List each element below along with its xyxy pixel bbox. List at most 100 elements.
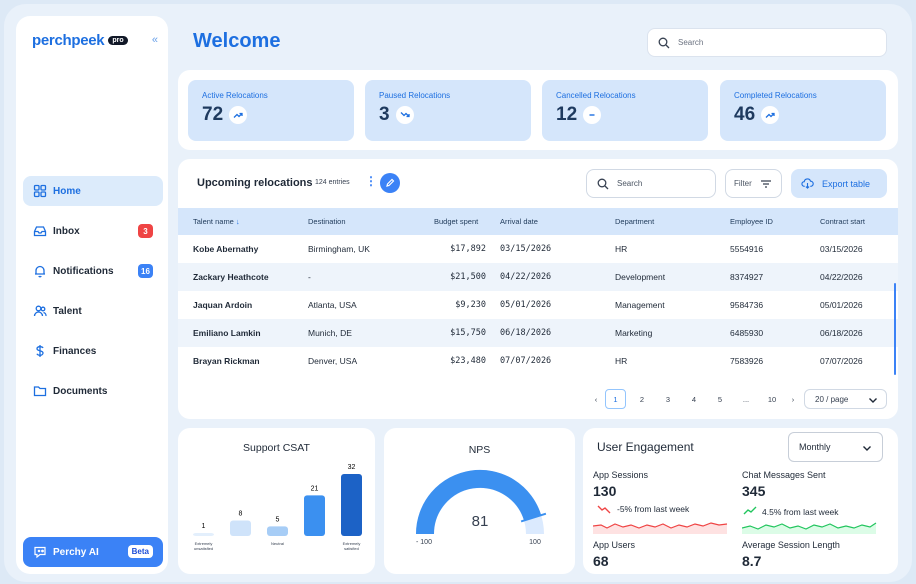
global-search-input[interactable]: Search bbox=[647, 28, 887, 57]
sidebar-item-talent[interactable]: Talent bbox=[23, 296, 163, 326]
page-ellipsis: ... bbox=[742, 394, 750, 404]
brand-name: perchpeek bbox=[32, 32, 105, 49]
column-header-budget-spent[interactable]: Budget spent bbox=[434, 217, 479, 226]
sort-desc-icon: ↓ bbox=[235, 217, 240, 226]
stat-card-completed[interactable]: Completed Relocations 46 bbox=[720, 80, 886, 141]
cell-contract-start: 04/22/2026 bbox=[820, 272, 863, 282]
period-select[interactable]: Monthly bbox=[788, 432, 883, 462]
csat-bar[interactable] bbox=[341, 474, 362, 536]
table-row[interactable]: Jaquan Ardoin Atlanta, USA $9,230 05/01/… bbox=[178, 291, 898, 319]
cell-talent-name: Emiliano Lamkin bbox=[193, 328, 261, 338]
sidebar-item-notifications[interactable]: Notifications 16 bbox=[23, 256, 163, 286]
cell-employee-id: 7583926 bbox=[730, 356, 764, 366]
trend-down-icon bbox=[597, 505, 611, 514]
column-header-department[interactable]: Department bbox=[615, 217, 655, 226]
sidebar: perchpeek pro « Home Inbox 3 Notificatio… bbox=[16, 16, 168, 574]
trend-up-icon bbox=[229, 106, 248, 124]
table-row[interactable]: Zackary Heathcote - $21,500 04/22/2026 D… bbox=[178, 263, 898, 291]
brand-logo[interactable]: perchpeek pro bbox=[32, 32, 128, 49]
notifications-count-badge: 16 bbox=[138, 264, 153, 278]
global-search-placeholder: Search bbox=[678, 38, 704, 47]
table-search-input[interactable]: Search bbox=[586, 169, 716, 198]
table-entry-count: 124 entries bbox=[315, 179, 350, 186]
csat-bar[interactable] bbox=[267, 526, 288, 536]
table-row[interactable]: Emiliano Lamkin Munich, DE $15,750 06/18… bbox=[178, 319, 898, 347]
stat-card-paused[interactable]: Paused Relocations 3 bbox=[365, 80, 531, 141]
csat-bar-value-label: 5 bbox=[276, 516, 280, 523]
page-button-1[interactable]: 1 bbox=[605, 389, 626, 409]
collapse-sidebar-icon[interactable]: « bbox=[151, 34, 158, 46]
column-header-destination[interactable]: Destination bbox=[308, 217, 346, 226]
csat-bar[interactable] bbox=[230, 520, 251, 537]
trend-down-icon bbox=[395, 106, 414, 124]
export-label: Export table bbox=[822, 178, 871, 189]
more-options-icon[interactable]: ⋮ bbox=[365, 174, 377, 188]
ai-assistant-icon bbox=[34, 546, 46, 559]
cell-employee-id: 5554916 bbox=[730, 244, 764, 254]
cell-arrival-date: 06/18/2026 bbox=[500, 328, 552, 338]
cloud-download-icon bbox=[801, 178, 814, 189]
chat-messages-sparkline bbox=[742, 522, 877, 534]
cell-destination: - bbox=[308, 272, 311, 282]
cell-budget-spent: $21,500 bbox=[450, 272, 486, 282]
csat-category-label: satisfied bbox=[344, 546, 359, 551]
cell-department: HR bbox=[615, 356, 628, 366]
cell-budget-spent: $15,750 bbox=[450, 328, 486, 338]
csat-bar-value-label: 8 bbox=[239, 511, 243, 518]
table-row[interactable]: Brayan Rickman Denver, USA $23,480 07/07… bbox=[178, 347, 898, 375]
edit-table-button[interactable] bbox=[380, 173, 400, 193]
page-button-5[interactable]: 5 bbox=[717, 394, 723, 404]
cell-arrival-date: 03/15/2026 bbox=[500, 244, 552, 254]
filter-button[interactable]: Filter bbox=[725, 169, 782, 198]
cell-destination: Birmingham, UK bbox=[308, 244, 370, 254]
csat-bar[interactable] bbox=[304, 495, 325, 536]
page-button-4[interactable]: 4 bbox=[691, 394, 697, 404]
sidebar-item-finances[interactable]: Finances bbox=[23, 336, 163, 366]
filter-icon bbox=[760, 179, 771, 188]
csat-bar-value-label: 21 bbox=[311, 485, 319, 492]
column-header-arrival-date[interactable]: Arrival date bbox=[500, 217, 538, 226]
cell-talent-name: Zackary Heathcote bbox=[193, 272, 269, 282]
cell-arrival-date: 04/22/2026 bbox=[500, 272, 552, 282]
stat-card-active[interactable]: Active Relocations 72 bbox=[188, 80, 354, 141]
export-table-button[interactable]: Export table bbox=[791, 169, 887, 198]
table-row[interactable]: Kobe Abernathy Birmingham, UK $17,892 03… bbox=[178, 235, 898, 263]
page-button-10[interactable]: 10 bbox=[767, 394, 777, 404]
sidebar-item-home[interactable]: Home bbox=[23, 176, 163, 206]
page-size-select[interactable]: 20 / page bbox=[804, 389, 887, 409]
cell-budget-spent: $9,230 bbox=[455, 300, 486, 310]
sidebar-item-label: Inbox bbox=[53, 225, 80, 237]
stat-card-cancelled[interactable]: Cancelled Relocations 12 bbox=[542, 80, 708, 141]
column-header-talent-name[interactable]: Talent name ↓ bbox=[193, 217, 240, 226]
cell-talent-name: Jaquan Ardoin bbox=[193, 300, 253, 310]
next-page-icon[interactable]: › bbox=[791, 394, 795, 404]
stat-value: 72 bbox=[202, 104, 224, 125]
chat-messages-delta: 4.5% from last week bbox=[762, 507, 839, 517]
column-header-employee-id[interactable]: Employee ID bbox=[730, 217, 773, 226]
pagination: ‹ 1 2 3 4 5 ... 10 › 20 / page bbox=[586, 389, 896, 409]
table-scrollbar[interactable] bbox=[894, 283, 896, 375]
csat-category-label: Extremely bbox=[195, 541, 213, 546]
prev-page-icon[interactable]: ‹ bbox=[594, 394, 598, 404]
csat-category-label: unsatisfied bbox=[194, 546, 213, 551]
sidebar-item-inbox[interactable]: Inbox 3 bbox=[23, 216, 163, 246]
stat-label: Completed Relocations bbox=[734, 91, 817, 100]
dollar-icon bbox=[36, 345, 44, 357]
column-header-contract-start[interactable]: Contract start bbox=[820, 217, 866, 226]
period-value: Monthly bbox=[799, 442, 831, 452]
inbox-count-badge: 3 bbox=[138, 224, 153, 238]
page-button-3[interactable]: 3 bbox=[665, 394, 671, 404]
cell-talent-name: Brayan Rickman bbox=[193, 356, 260, 366]
sidebar-item-documents[interactable]: Documents bbox=[23, 376, 163, 406]
beta-badge: Beta bbox=[127, 545, 153, 558]
perchy-ai-button[interactable]: Perchy AI Beta bbox=[23, 537, 163, 567]
upcoming-relocations-table: Upcoming relocations 124 entries ⋮ Searc… bbox=[178, 159, 898, 419]
page-title: Welcome bbox=[193, 30, 281, 52]
cell-budget-spent: $17,892 bbox=[450, 244, 486, 254]
csat-bar[interactable] bbox=[193, 533, 214, 536]
app-sessions-label: App Sessions bbox=[593, 470, 649, 480]
page-button-2[interactable]: 2 bbox=[639, 394, 645, 404]
nps-gauge-needle bbox=[520, 512, 547, 523]
cell-arrival-date: 07/07/2026 bbox=[500, 356, 552, 366]
csat-title: Support CSAT bbox=[243, 442, 310, 454]
